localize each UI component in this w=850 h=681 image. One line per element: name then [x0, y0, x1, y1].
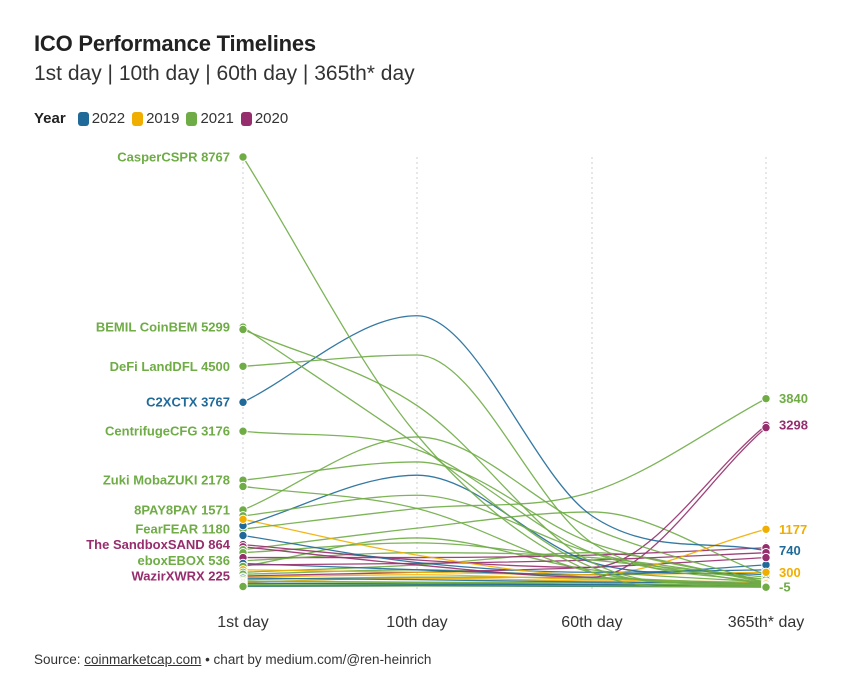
- end-label: 300: [779, 565, 801, 580]
- credit-text: • chart by medium.com/@ren-heinrich: [201, 652, 432, 667]
- start-label: BEMIL CoinBEM 5299: [96, 320, 230, 335]
- start-label: eboxEBOX 536: [138, 553, 231, 568]
- legend-title: Year: [34, 110, 66, 127]
- start-label: FearFEAR 1180: [135, 522, 230, 537]
- start-point[interactable]: [238, 581, 248, 592]
- x-tick-label: 10th day: [386, 614, 447, 631]
- data-labels: CasperCSPR 8767 BEMIL CoinBEM 5299 DeFi La…: [86, 150, 808, 595]
- chart-subtitle: 1st day | 10th day | 60th day | 365th* d…: [34, 62, 415, 85]
- series-line[interactable]: [242, 326, 767, 587]
- series-line[interactable]: [242, 537, 767, 583]
- start-point[interactable]: [238, 514, 248, 525]
- start-point[interactable]: [238, 426, 248, 436]
- legend-item-2022[interactable]: 2022: [77, 110, 126, 127]
- start-label: C2XCTX 3767: [146, 395, 230, 410]
- legend-swatch: [186, 111, 198, 126]
- start-point[interactable]: [238, 361, 248, 371]
- gridlines: [242, 157, 767, 591]
- legend: Year 2022 2019 2021 2020: [34, 110, 291, 127]
- series-line[interactable]: [242, 424, 767, 569]
- start-label: WazirXWRX 225: [132, 568, 231, 583]
- source-prefix: Source:: [34, 652, 85, 667]
- series-line[interactable]: [242, 580, 767, 587]
- end-label: 3298: [779, 418, 808, 433]
- series-line[interactable]: [242, 398, 767, 530]
- start-point[interactable]: [238, 530, 248, 541]
- start-label: 8PAY8PAY 1571: [134, 502, 230, 517]
- start-label: The SandboxSAND 864: [86, 537, 231, 552]
- legend-item-2019[interactable]: 2019: [132, 110, 179, 127]
- start-point[interactable]: [238, 481, 248, 492]
- start-point[interactable]: [238, 324, 248, 335]
- end-point[interactable]: [761, 524, 771, 534]
- legend-label: 2021: [200, 110, 234, 127]
- series-line[interactable]: [242, 315, 767, 552]
- legend-swatch: [77, 111, 89, 126]
- start-label: Zuki MobaZUKI 2178: [103, 473, 230, 488]
- end-label: 740: [779, 543, 801, 558]
- start-point[interactable]: [238, 152, 248, 162]
- end-label: 1177: [779, 522, 807, 537]
- series-lines: [242, 156, 767, 588]
- end-point[interactable]: [761, 582, 771, 592]
- end-point[interactable]: [761, 393, 771, 404]
- series-line[interactable]: [242, 461, 767, 583]
- end-label: 3840: [779, 391, 808, 406]
- series-dots: [238, 152, 771, 592]
- x-tick-label: 365th* day: [728, 614, 805, 631]
- series-line[interactable]: [242, 427, 767, 578]
- end-point[interactable]: [761, 552, 771, 563]
- legend-label: 2019: [146, 110, 180, 127]
- chart-title: ICO Performance Timelines: [34, 31, 316, 56]
- legend-swatch: [240, 111, 252, 126]
- start-label: CentrifugeCFG 3176: [105, 424, 230, 439]
- legend-label: 2022: [91, 110, 126, 127]
- footer: Source: coinmarketcap.com • chart by med…: [34, 652, 431, 667]
- series-line[interactable]: [242, 542, 767, 578]
- series-line[interactable]: [242, 430, 767, 581]
- legend-item-2020[interactable]: 2020: [240, 110, 289, 127]
- end-label: -5: [779, 580, 791, 595]
- series-line[interactable]: [242, 436, 767, 584]
- legend-item-2021[interactable]: 2021: [186, 110, 234, 127]
- start-label: CasperCSPR 8767: [117, 150, 230, 165]
- series-line[interactable]: [242, 156, 767, 588]
- series-line[interactable]: [242, 485, 767, 587]
- x-tick-label: 60th day: [561, 614, 622, 631]
- end-point[interactable]: [761, 422, 771, 433]
- source-link[interactable]: coinmarketcap.com: [84, 652, 202, 667]
- start-label: DeFi LandDFL 4500: [110, 359, 230, 374]
- start-point[interactable]: [238, 397, 248, 407]
- series-line[interactable]: [242, 547, 767, 559]
- legend-swatch: [132, 111, 144, 126]
- legend-label: 2020: [254, 110, 289, 127]
- x-tick-label: 1st day: [217, 614, 269, 631]
- x-axis-ticks: 1st day 10th day 60th day 365th* day: [217, 614, 804, 631]
- series-line[interactable]: [242, 552, 767, 566]
- series-line[interactable]: [242, 354, 767, 585]
- end-point[interactable]: [761, 567, 771, 577]
